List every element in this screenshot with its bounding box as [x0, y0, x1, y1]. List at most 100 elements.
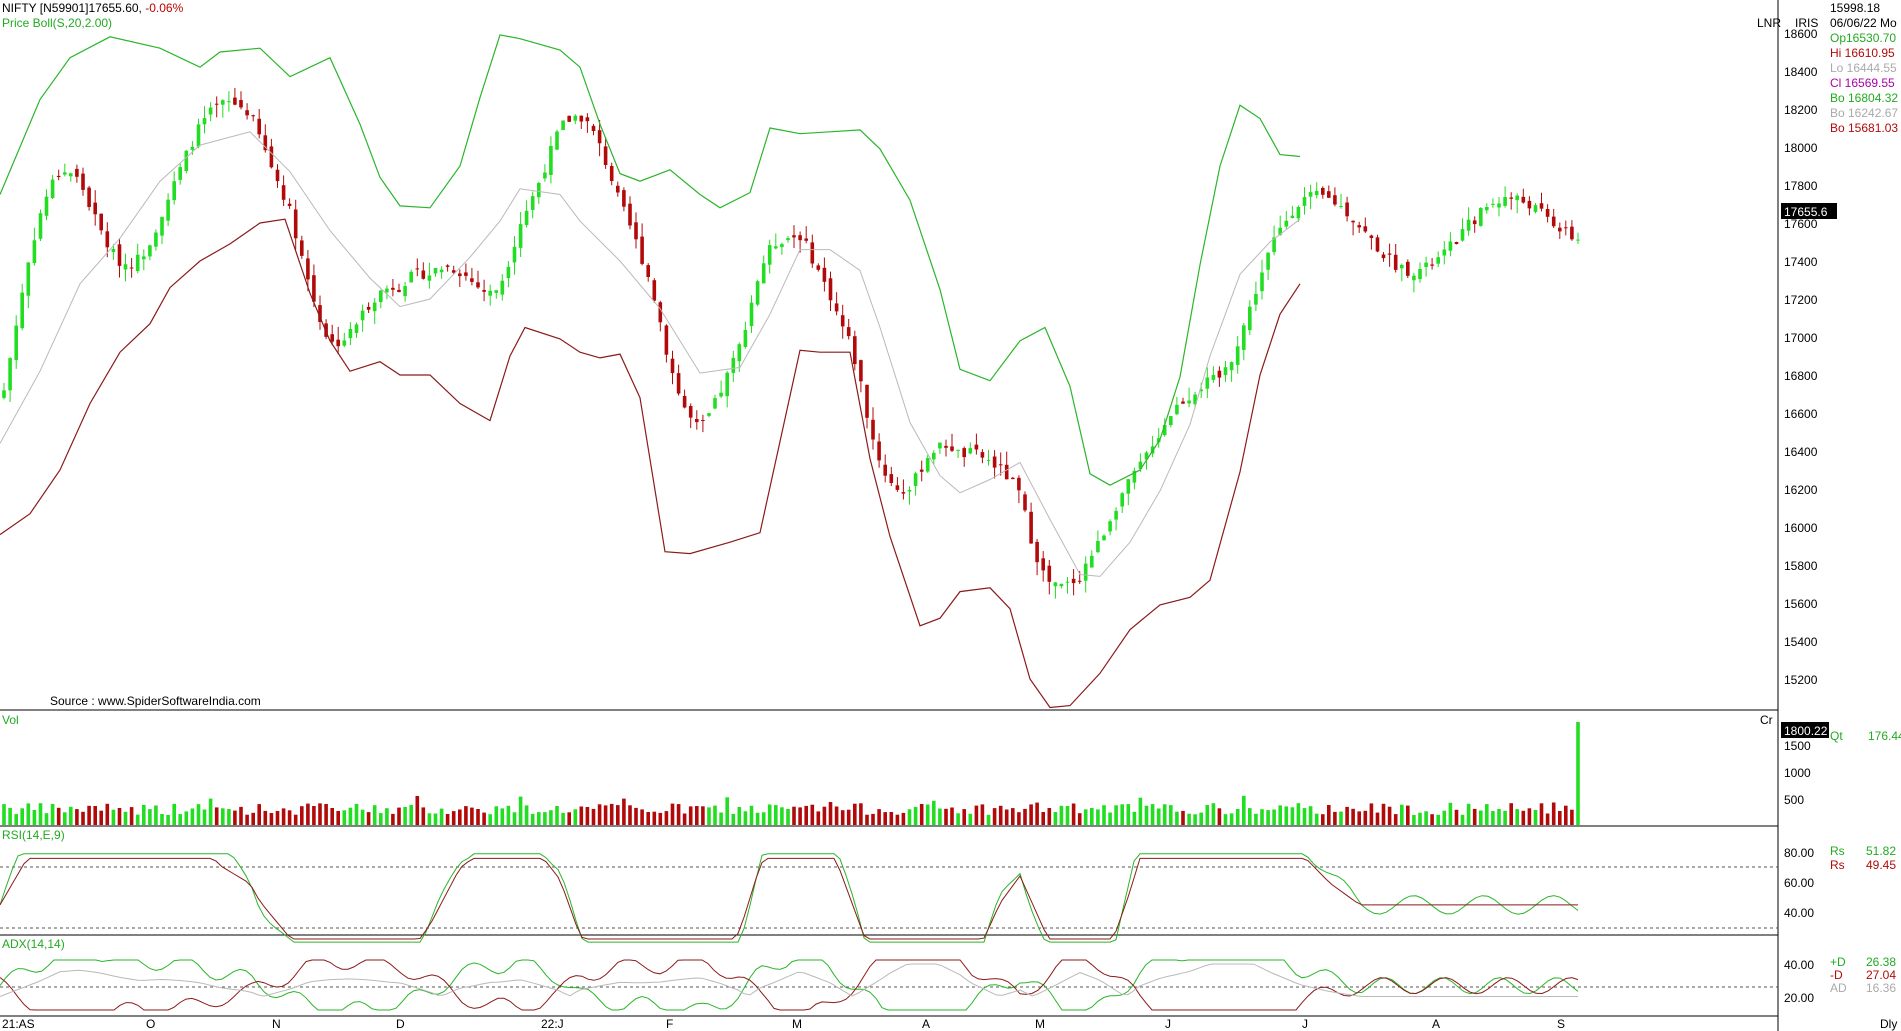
volume-bar: [360, 809, 365, 825]
candle-body: [312, 275, 316, 302]
volume-bar: [1011, 808, 1015, 825]
volume-bar: [135, 814, 140, 825]
candle-body: [1448, 241, 1453, 251]
adx-line: [0, 963, 1578, 997]
candle-body: [1053, 582, 1058, 587]
candle-body: [160, 216, 164, 236]
candle-body: [932, 452, 936, 460]
volume-bar: [1314, 813, 1319, 825]
candle-body: [518, 224, 523, 248]
volume-bar: [1187, 813, 1191, 825]
candle-body: [913, 473, 918, 486]
candle-body: [1430, 264, 1434, 266]
candle-body: [26, 262, 31, 296]
candle-body: [372, 302, 377, 312]
volume-bar: [178, 814, 182, 825]
volume-bar: [676, 804, 681, 825]
adx-minus-value: 27.04: [1866, 968, 1896, 982]
candle-body: [500, 280, 505, 295]
candle-body: [1406, 261, 1410, 276]
info-date: 06/06/22 Mo: [1830, 16, 1897, 30]
volume-bar: [129, 807, 134, 825]
volume-bar: [32, 810, 37, 825]
candle-body: [755, 281, 760, 305]
candle-body: [221, 100, 225, 105]
candle-body: [798, 235, 802, 241]
candle-body: [287, 203, 292, 206]
volume-bar: [1272, 809, 1276, 825]
candle-body: [634, 222, 638, 240]
candle-body: [1272, 237, 1276, 253]
candle-body: [1096, 541, 1100, 553]
candle-body: [603, 146, 608, 165]
volume-bar: [50, 803, 55, 825]
volume-bar: [1442, 810, 1447, 825]
candle-body: [44, 196, 49, 216]
volume-bar: [1351, 808, 1355, 825]
candle-body: [530, 196, 535, 210]
candle-body: [998, 464, 1003, 466]
volume-bar: [1539, 803, 1544, 825]
header-line: NIFTY [N59901]17655.60, -0.06%: [2, 1, 184, 15]
volume-tick: 500: [1784, 793, 1804, 807]
volume-qt-value: 176.44: [1868, 729, 1901, 743]
candle-body: [670, 358, 675, 374]
candle-body: [609, 166, 614, 181]
candle-body: [87, 187, 91, 207]
volume-bar: [549, 810, 553, 825]
volume-bar: [792, 806, 796, 825]
volume-bar: [2, 804, 6, 825]
volume-bar: [379, 813, 383, 825]
candle-body: [415, 268, 420, 270]
time-tick: A: [922, 1017, 930, 1031]
candle-body: [1011, 477, 1015, 480]
candle-body: [1454, 242, 1459, 244]
volume-bar: [816, 811, 821, 825]
rsi-label: RSI(14,E,9): [2, 828, 65, 842]
rsi-tick: 40.00: [1784, 906, 1814, 920]
info-boll-upper: Bo 16804.32: [1830, 91, 1898, 105]
volume-bar: [20, 808, 24, 825]
price-tick: 16600: [1784, 407, 1818, 421]
bollinger-label: Price Boll(S,20,2.00): [2, 16, 112, 30]
candle-body: [202, 118, 207, 125]
volume-bar: [111, 809, 116, 825]
volume-bar: [1023, 808, 1027, 825]
volume-bar: [761, 812, 766, 825]
volume-bar: [269, 813, 274, 825]
volume-bar: [464, 806, 468, 825]
volume-bar: [263, 810, 268, 825]
candle-body: [293, 209, 298, 239]
time-tick: S: [1557, 1017, 1565, 1031]
candle-body: [1400, 264, 1404, 269]
volume-bar: [1466, 803, 1471, 825]
candle-body: [178, 167, 182, 180]
volume-bar: [1308, 806, 1313, 825]
candle-body: [1363, 226, 1368, 232]
candle-body: [111, 249, 116, 253]
candle-body: [75, 168, 79, 177]
volume-bar: [1527, 808, 1532, 825]
volume-bar: [944, 808, 948, 825]
info-high: Hi 16610.95: [1830, 46, 1895, 60]
info-low: Lo 16444.55: [1830, 61, 1897, 75]
volume-bar: [1150, 804, 1155, 825]
volume-bar: [348, 807, 353, 825]
candle-body: [950, 446, 954, 451]
volume-bar: [1132, 811, 1137, 825]
candle-body: [713, 398, 717, 409]
volume-bar: [1302, 808, 1307, 825]
price-tick: 15200: [1784, 673, 1818, 687]
volume-bar: [804, 805, 808, 825]
adx-tick: 20.00: [1784, 991, 1814, 1005]
candle-body: [1156, 438, 1161, 443]
volume-bar: [488, 814, 492, 825]
volume-bar: [567, 812, 571, 825]
candle-body: [360, 310, 365, 321]
volume-tag-bg: [1781, 722, 1829, 738]
candle-body: [895, 485, 900, 490]
candle-body: [804, 238, 808, 241]
time-tick: M: [792, 1017, 802, 1031]
candle-body: [1345, 202, 1349, 217]
